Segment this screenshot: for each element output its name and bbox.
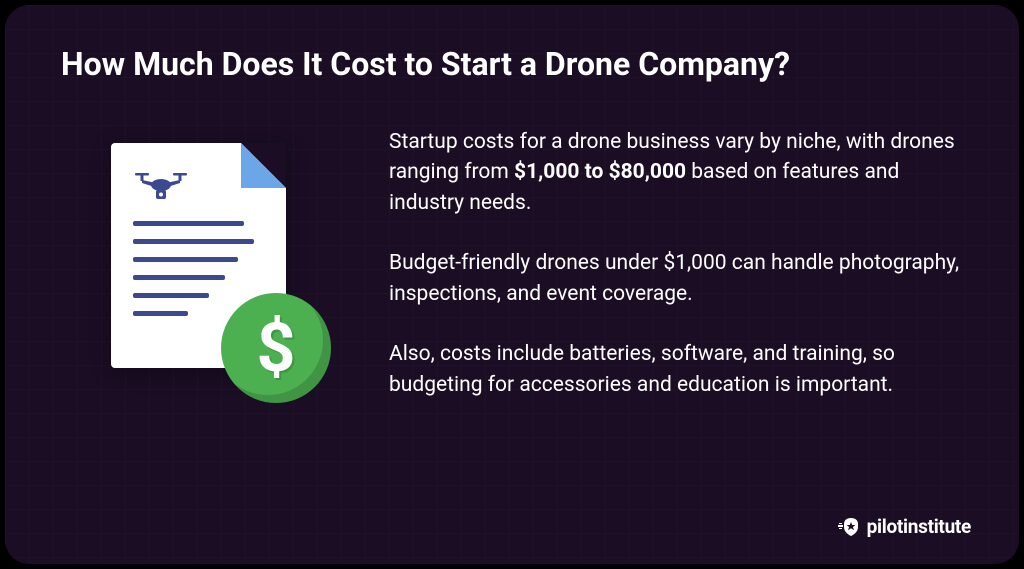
- doc-line: [133, 293, 209, 298]
- p1-price-range: $1,000 to $80,000: [514, 160, 686, 184]
- paragraph-1: Startup costs for a drone business vary …: [389, 127, 963, 218]
- dollar-badge: $: [221, 293, 331, 403]
- content-row: $ Startup costs for a drone business var…: [61, 123, 963, 433]
- doc-line: [133, 275, 225, 280]
- paragraph-3: Also, costs include batteries, software,…: [389, 339, 963, 400]
- doc-line: [133, 239, 254, 244]
- doc-line: [133, 257, 238, 262]
- illustration-container: $: [61, 133, 341, 433]
- doc-line: [133, 221, 244, 226]
- shield-icon: [837, 514, 861, 538]
- page-title: How Much Does It Cost to Start a Drone C…: [61, 45, 963, 83]
- logo-text: pilotinstitute: [867, 515, 971, 538]
- paragraph-2: Budget-friendly drones under $1,000 can …: [389, 248, 963, 309]
- text-content: Startup costs for a drone business vary …: [389, 123, 963, 430]
- dollar-sign-icon: $: [256, 308, 295, 388]
- infographic-card: How Much Does It Cost to Start a Drone C…: [5, 5, 1019, 564]
- brand-logo: pilotinstitute: [837, 514, 971, 538]
- drone-icon: [133, 165, 189, 205]
- doc-line: [133, 311, 188, 316]
